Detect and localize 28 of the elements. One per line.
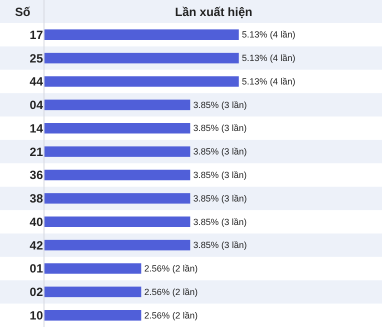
- y-tick-label: 21: [30, 144, 44, 159]
- y-axis-title: Số: [15, 5, 30, 19]
- data-label: 2.56% (2 lần): [144, 286, 198, 297]
- data-label: 3.85% (3 lần): [193, 170, 247, 180]
- data-label: 3.85% (3 lần): [193, 146, 247, 157]
- y-tick-label: 02: [30, 285, 44, 300]
- data-label: 3.85% (3 lần): [193, 240, 247, 250]
- y-tick-label: 14: [30, 121, 44, 136]
- data-label: 5.13% (4 lần): [242, 76, 296, 86]
- y-tick-label: 44: [30, 74, 44, 89]
- x-axis-title: Lần xuất hiện: [175, 5, 252, 19]
- data-label: 3.85% (3 lần): [193, 100, 247, 110]
- y-tick-label: 36: [30, 168, 44, 182]
- y-tick-label: 25: [30, 51, 44, 66]
- data-label: 2.56% (2 lần): [144, 310, 198, 320]
- y-tick-label: 10: [30, 308, 44, 323]
- data-label: 5.13% (4 lần): [242, 53, 296, 64]
- y-tick-label: 04: [30, 98, 44, 112]
- y-tick-label: 01: [30, 262, 44, 276]
- y-tick-label: 40: [30, 214, 44, 229]
- data-label: 3.85% (3 lần): [193, 123, 247, 134]
- y-tick-label: 42: [30, 238, 44, 252]
- y-tick-label: 38: [30, 192, 44, 206]
- y-tick-label: 17: [30, 28, 44, 42]
- data-label: 5.13% (4 lần): [242, 30, 296, 40]
- data-label: 3.85% (3 lần): [193, 193, 247, 204]
- data-label: 2.56% (2 lần): [144, 264, 198, 274]
- data-label: 3.85% (3 lần): [193, 216, 247, 227]
